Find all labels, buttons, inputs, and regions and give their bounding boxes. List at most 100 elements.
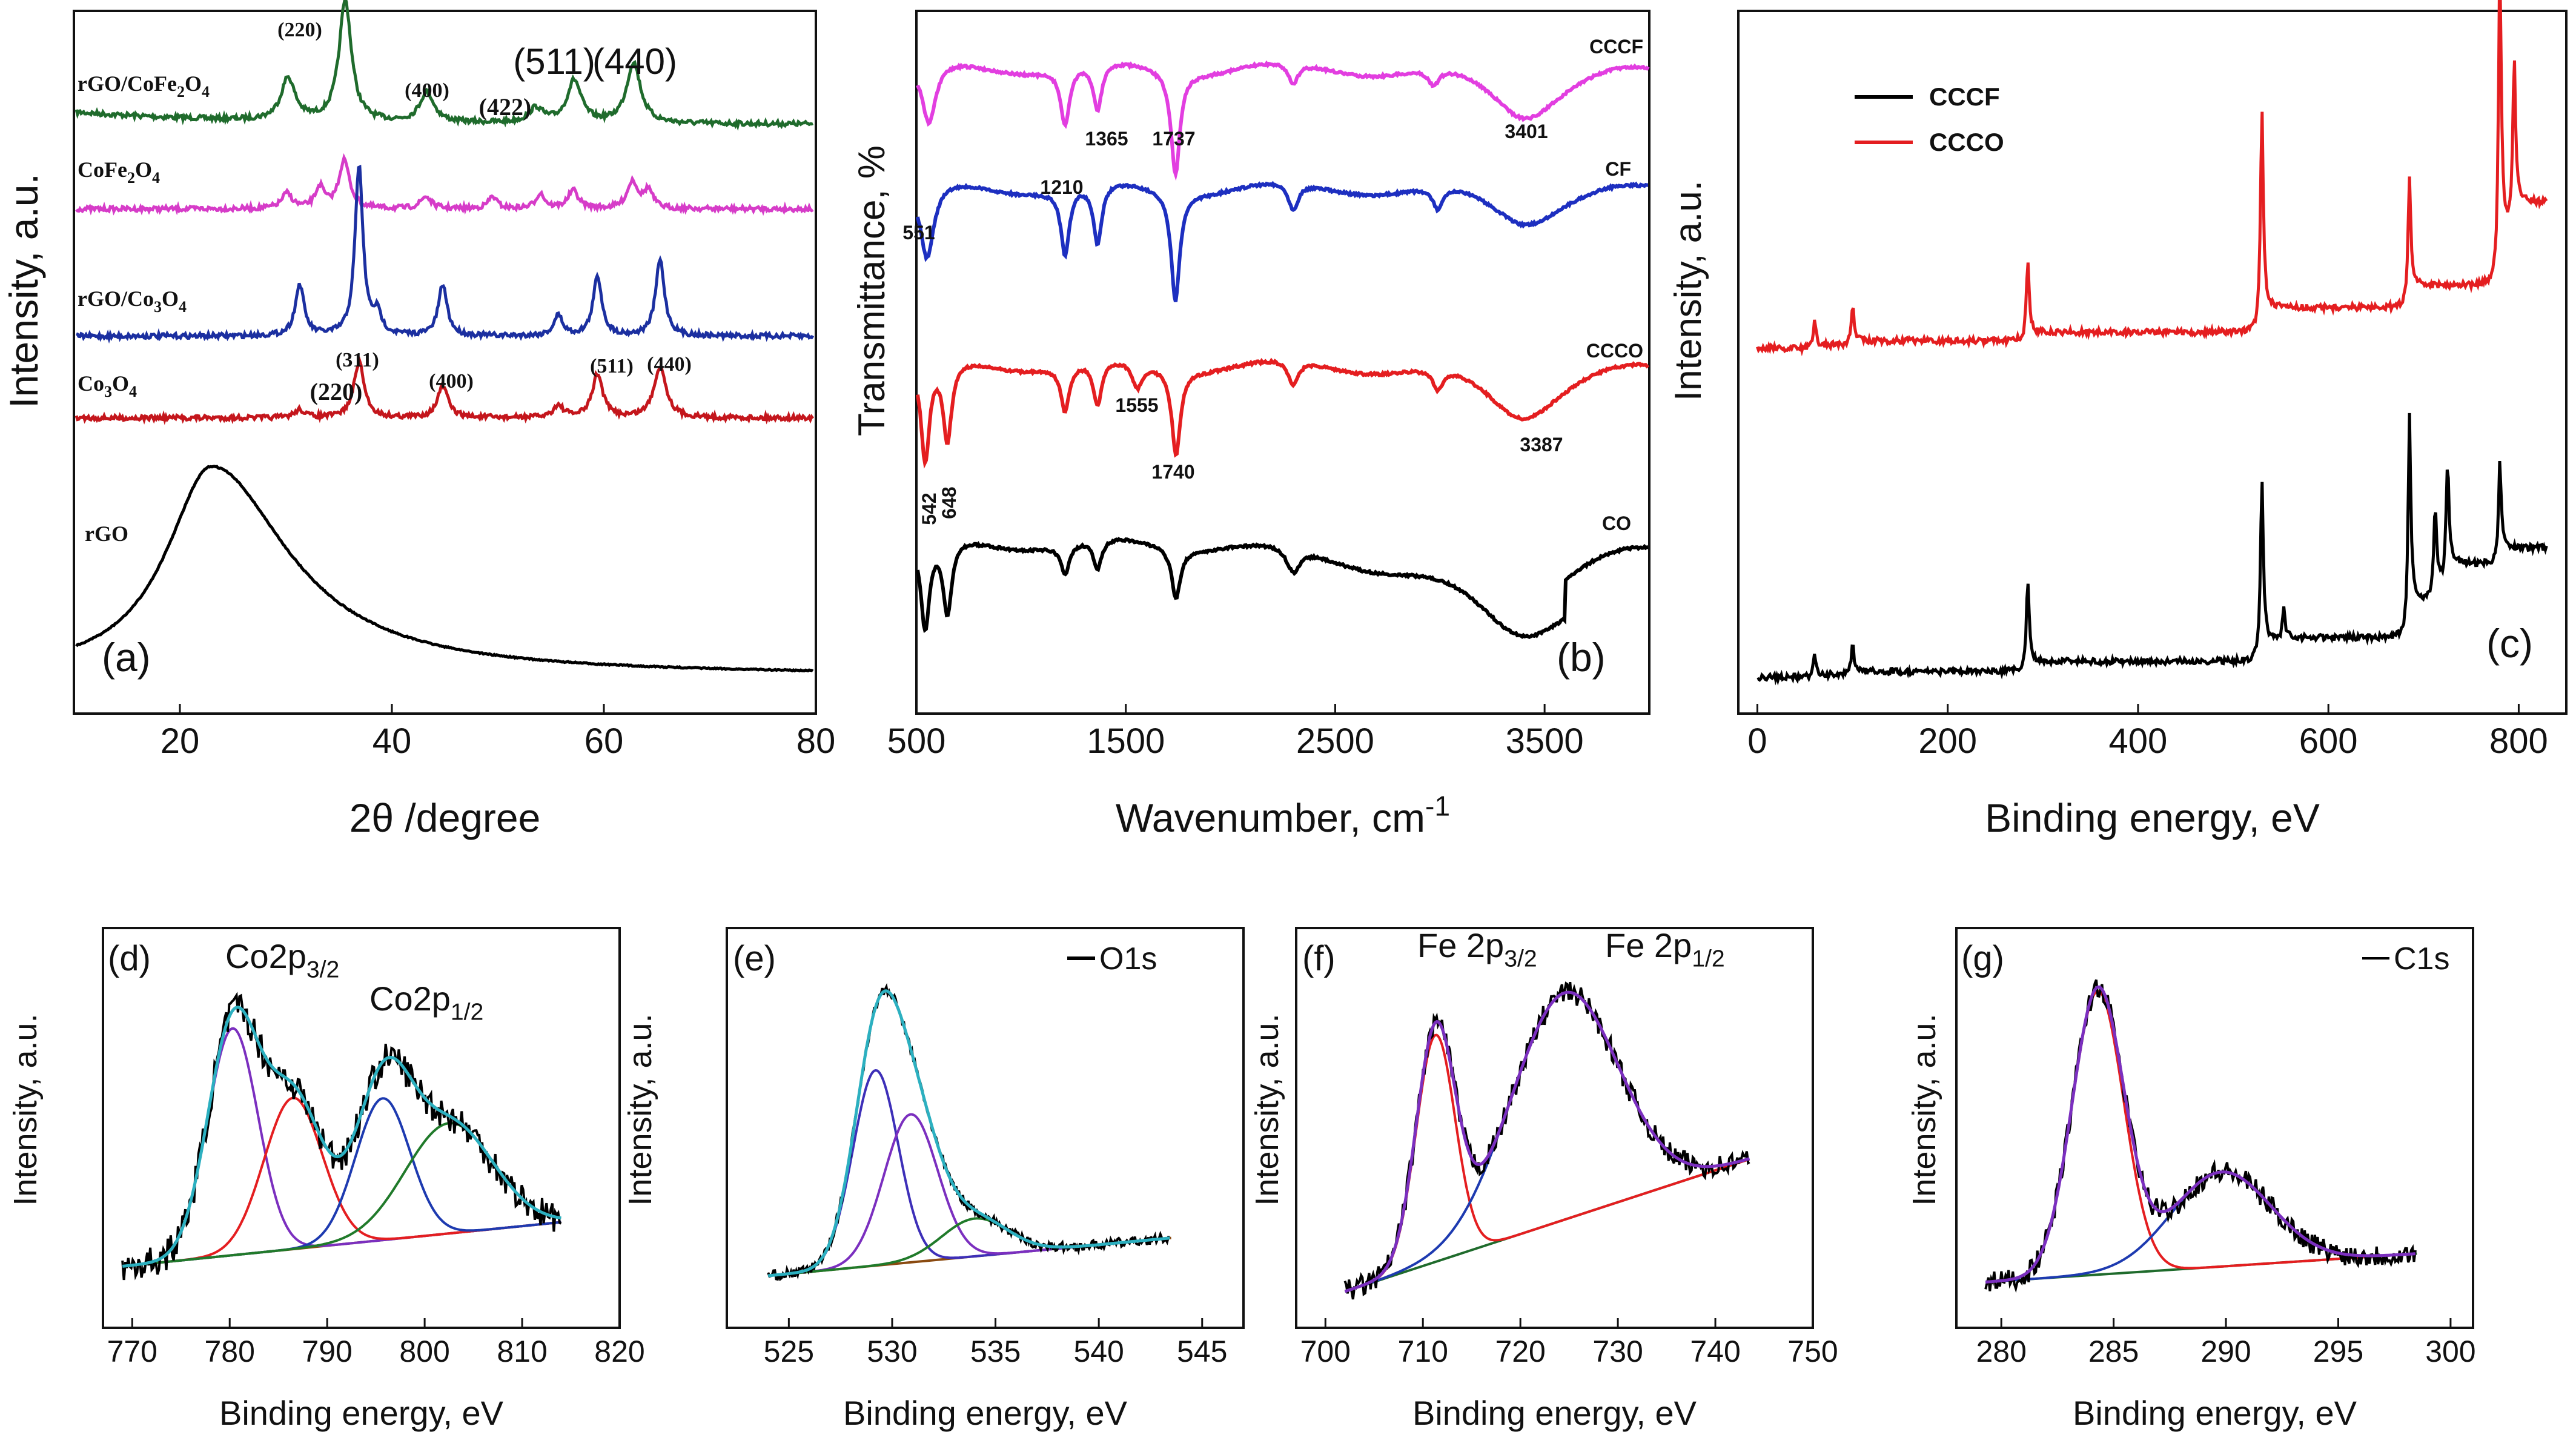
series-label: CCCO <box>1586 340 1643 362</box>
series-label: CO <box>1602 512 1631 534</box>
series-line-rGO/CoFe₂O₄ <box>74 0 814 131</box>
peak-annotation: (440) <box>592 41 677 82</box>
x-tick-label: 720 <box>1495 1334 1545 1368</box>
legend-label: C1s <box>2394 941 2449 976</box>
x-tick-label: 290 <box>2200 1334 2251 1368</box>
legend-label: CCCO <box>1929 128 2004 156</box>
peak-annotation: Co2p3/2 <box>225 937 339 983</box>
y-axis-label: Intensity, a.u. <box>1249 1013 1285 1205</box>
x-axis-label: Wavenumber, cm-1 <box>1116 791 1450 840</box>
x-tick-label: 60 <box>584 721 624 761</box>
x-tick-label: 80 <box>796 721 836 761</box>
x-tick-label: 3500 <box>1506 721 1584 761</box>
panel-f-xps: 700 710 720 730 740 750 Binding energy, eV Inte… <box>1249 926 1838 1432</box>
peak-annotation: Co2p1/2 <box>369 980 483 1026</box>
x-tick-label: 750 <box>1787 1334 1838 1368</box>
envelope-fit-line <box>122 1006 561 1268</box>
series-line-CCCO <box>916 357 1650 469</box>
x-tick-label: 810 <box>497 1334 547 1368</box>
series-label: CCCF <box>1589 36 1643 58</box>
x-axis-label: 2θ /degree <box>349 795 541 840</box>
x-tick-label: 530 <box>867 1334 917 1368</box>
series-line-rGO <box>75 465 814 673</box>
peak-annotation: (422) <box>479 93 532 121</box>
series-label: Co3O4 <box>78 371 137 400</box>
x-tick-label: 500 <box>887 721 946 761</box>
x-tick-label: 770 <box>107 1334 157 1368</box>
x-tick-label: 295 <box>2313 1334 2363 1368</box>
x-tick-label: 400 <box>2109 721 2168 761</box>
legend-label: CCCF <box>1929 82 2000 111</box>
y-axis-label: Intensity, a.u. <box>622 1013 658 1205</box>
y-axis-label: Intensity, a.u. <box>7 1013 44 1205</box>
x-tick-label: 535 <box>970 1334 1021 1368</box>
panel-label: (d) <box>108 939 151 978</box>
x-tick-label: 730 <box>1592 1334 1643 1368</box>
component-C-C <box>1985 990 2415 1284</box>
series-label: CF <box>1605 158 1631 180</box>
y-axis-label: Intensity, a.u. <box>1667 181 1709 401</box>
band-label: 648 <box>938 486 960 519</box>
x-axis-label: Binding energy, eV <box>1985 795 2320 840</box>
plot-frame <box>73 10 817 715</box>
plot-frame <box>1955 927 2474 1329</box>
x-tick-label: 300 <box>2425 1334 2475 1368</box>
band-label: 3401 <box>1505 121 1548 142</box>
envelope-fit-line <box>1344 990 1750 1293</box>
peak-annotation: Fe 2p3/2 <box>1417 926 1537 972</box>
x-axis-label: Binding energy, eV <box>2073 1394 2357 1432</box>
x-tick-label: 800 <box>2489 721 2548 761</box>
panel-b-ftir: 500 1500 2500 3500 Wavenumber, cm-1 Transmitt… <box>851 10 1651 840</box>
x-tick-label: 525 <box>764 1334 814 1368</box>
x-tick-label: 0 <box>1747 721 1767 761</box>
panel-label: (b) <box>1557 635 1606 680</box>
legend-label: O1s <box>1099 941 1157 976</box>
series-label: rGO/CoFe2O4 <box>78 71 210 101</box>
panel-label: (e) <box>733 939 776 978</box>
band-label: 1555 <box>1115 394 1158 416</box>
series-line-CO <box>916 537 1649 640</box>
series-line-CCCF <box>916 60 1650 181</box>
x-tick-label: 780 <box>205 1334 255 1368</box>
plot-frame <box>726 927 1245 1329</box>
y-axis-label: Intensity, a.u. <box>1906 1013 1942 1205</box>
panel-a-xrd: 20 40 60 80 2θ /degree Intensity, a.u. rGO/CoF… <box>1 0 835 840</box>
component-peak 1 <box>122 1027 561 1268</box>
peak-annotation: (511) <box>513 41 595 82</box>
band-label: 542 <box>918 492 940 525</box>
x-tick-label: 790 <box>302 1334 352 1368</box>
series-line-CCCF <box>1757 413 2548 686</box>
x-tick-label: 700 <box>1300 1334 1351 1368</box>
plot-frame <box>915 10 1651 715</box>
band-label: 1740 <box>1151 461 1194 483</box>
panel-label: (f) <box>1302 939 1336 978</box>
raw-data-line <box>767 983 1170 1282</box>
series-line-CCCO <box>1756 0 2548 357</box>
series-line-CoFe₂O₄ <box>75 153 814 216</box>
x-axis-label: Binding energy, eV <box>219 1394 504 1432</box>
band-label: 1365 <box>1085 128 1128 150</box>
plot-frame <box>1737 10 2568 715</box>
y-axis-label: Transmittance, % <box>851 145 893 436</box>
peak-annotation: Fe 2p1/2 <box>1605 926 1725 972</box>
x-tick-label: 800 <box>399 1334 449 1368</box>
peak-annotation: (311) <box>336 349 379 371</box>
x-axis-label: Binding energy, eV <box>843 1394 1128 1432</box>
raw-data-line <box>1343 981 1750 1300</box>
series-label: rGO/Co3O4 <box>78 287 187 316</box>
series-line-Co₃O₄ <box>74 356 815 425</box>
x-tick-label: 545 <box>1177 1334 1227 1368</box>
series-line-rGO/Co₃O₄ <box>76 164 815 344</box>
x-tick-label: 710 <box>1398 1334 1448 1368</box>
series-label: CoFe2O4 <box>78 157 160 187</box>
x-tick-label: 20 <box>161 721 200 761</box>
component-defect O <box>768 1113 1170 1277</box>
plot-frame <box>1295 927 1814 1329</box>
component-Fe 2p1/2 <box>1344 991 1750 1293</box>
peak-annotation: (511) <box>590 355 634 377</box>
x-tick-label: 1500 <box>1087 721 1165 761</box>
panel-c-survey: 0 200 400 600 800 Binding energy, eV Intensity… <box>1667 0 2568 840</box>
x-tick-label: 820 <box>594 1334 644 1368</box>
peak-annotation: (400) <box>405 79 449 102</box>
